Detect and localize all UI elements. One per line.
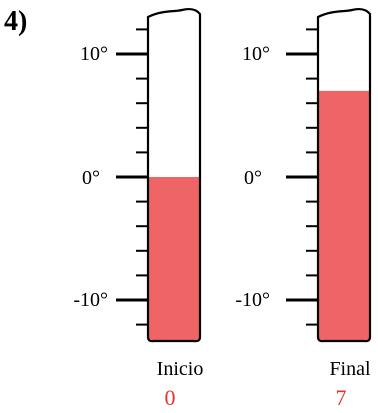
thermometer-label-inicio: Inicio	[157, 358, 204, 380]
tick-label-10: 10°	[80, 43, 108, 65]
thermometer-fill-final	[318, 90, 370, 341]
tick-label-minus-10: -10°	[73, 289, 108, 311]
problem-number: 4)	[4, 6, 28, 37]
tick-label-10: 10°	[242, 43, 270, 65]
thermometer-reading-inicio: 0	[165, 385, 176, 410]
tick-label-0: 0°	[82, 167, 100, 189]
tick-label-0: 0°	[244, 167, 262, 189]
thermometer-label-final: Final	[329, 358, 371, 380]
thermometer-reading-final: 7	[336, 385, 347, 410]
thermometer-tube-final	[316, 7, 372, 343]
thermometer-fill-inicio	[148, 177, 200, 341]
tick-label-minus-10: -10°	[235, 289, 270, 311]
thermometer-tube-inicio	[146, 7, 202, 343]
